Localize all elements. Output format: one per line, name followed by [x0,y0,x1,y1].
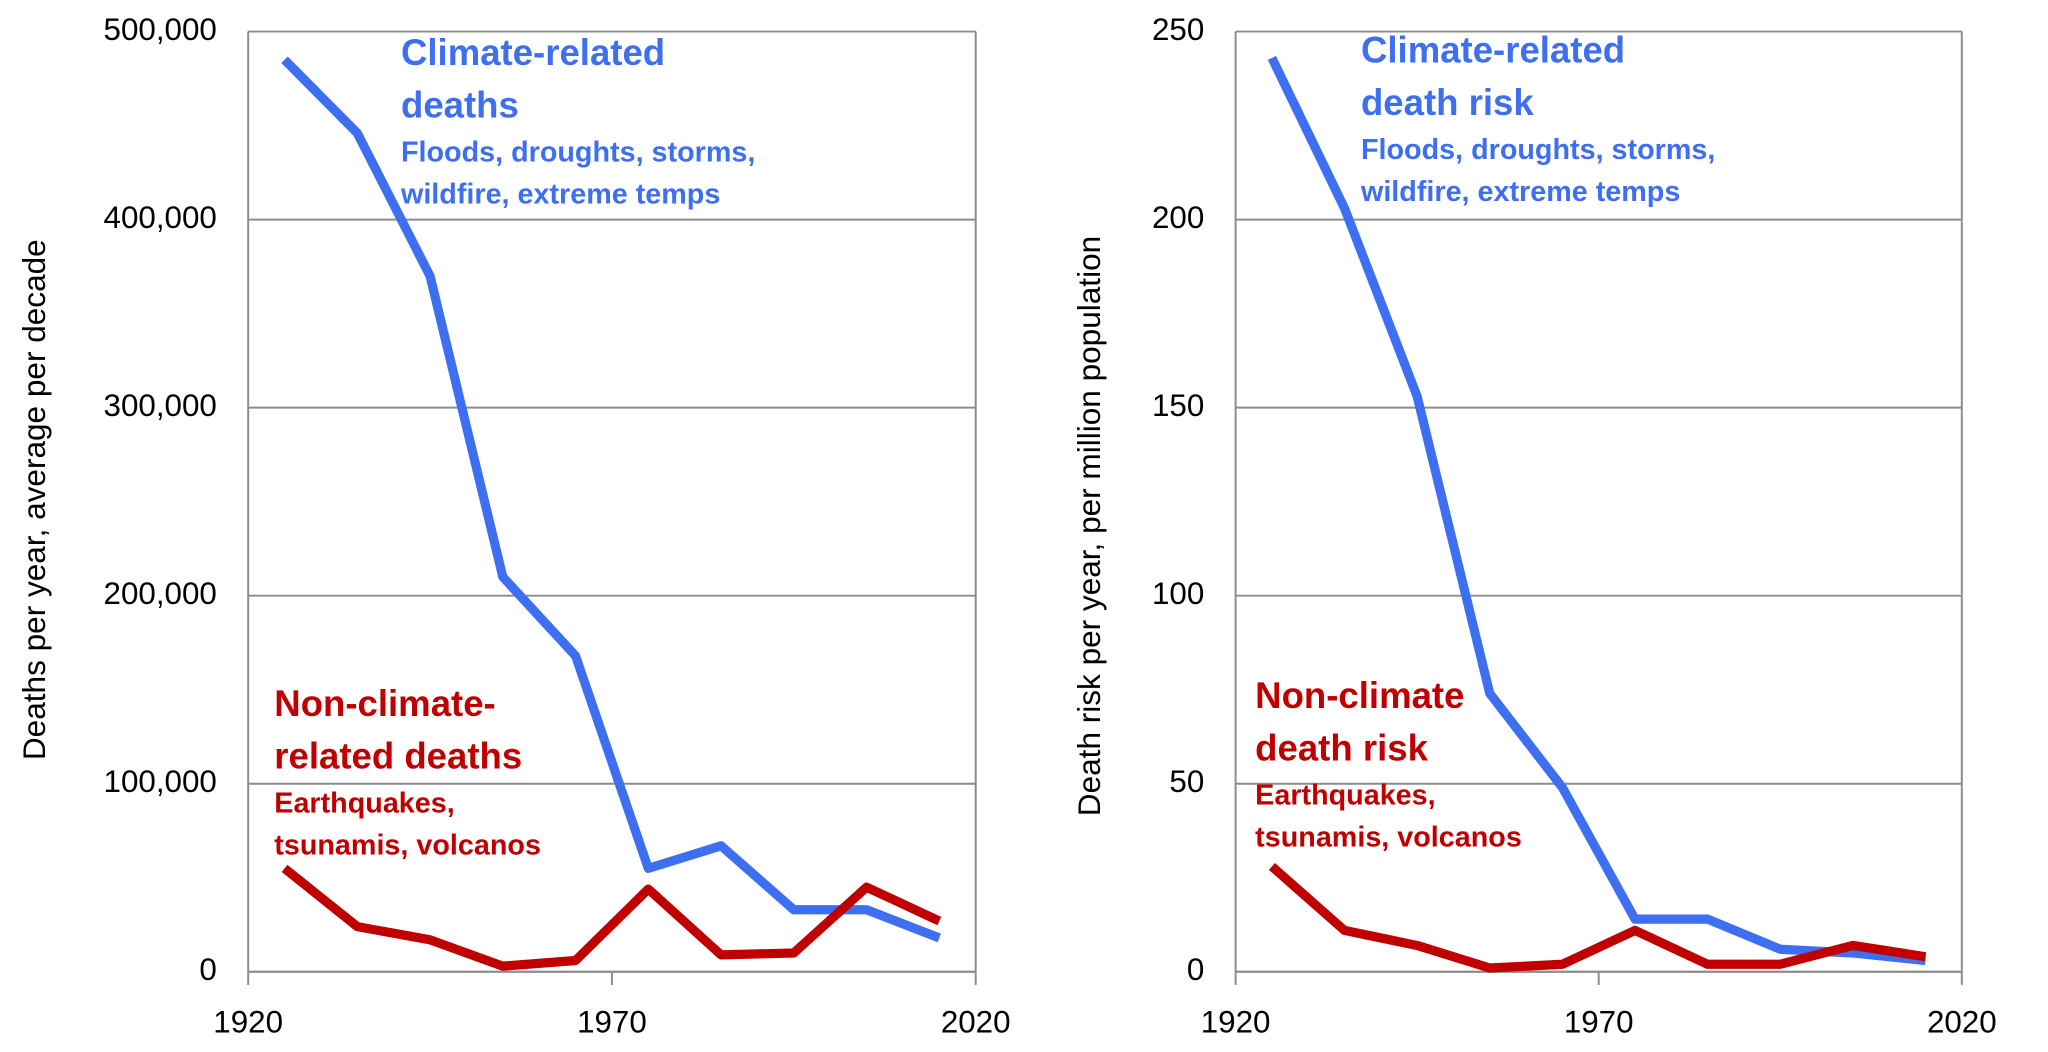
annotation-detail: Earthquakes, [1255,779,1435,811]
annotation-title: death risk [1255,727,1428,768]
x-tick-label: 2020 [941,1005,1011,1040]
x-tick-label: 1970 [577,1005,647,1040]
data-line [1268,863,1927,973]
y-tick-label: 500,000 [104,12,217,47]
x-tick-label: 2020 [1927,1005,1997,1040]
annotation-title: Climate-related [1361,29,1625,70]
annotation-detail: Floods, droughts, storms, [401,136,755,168]
annotation-title: Climate-related [401,32,665,73]
y-tick-label: 0 [199,952,216,987]
y-axis-title: Death risk per year, per million populat… [1072,236,1107,816]
annotation-detail: tsunamis, volcanos [1255,822,1522,854]
annotation-title: deaths [401,84,519,125]
annotation-title: related deaths [274,735,522,776]
y-tick-label: 150 [1152,388,1204,423]
annotation-title: Non-climate [1255,675,1464,716]
x-tick-label: 1970 [1564,1005,1634,1040]
y-tick-label: 100 [1152,576,1204,611]
y-tick-label: 200,000 [104,576,217,611]
y-tick-label: 250 [1152,12,1204,47]
x-tick-label: 1920 [1201,1005,1271,1040]
y-axis-title: Deaths per year, average per decade [17,239,52,760]
y-tick-label: 50 [1169,764,1204,799]
annotation-title: death risk [1361,82,1534,123]
annotation-title: Non-climate- [274,683,495,724]
annotation-detail: Earthquakes, [274,787,454,819]
y-tick-label: 300,000 [104,388,217,423]
y-tick-label: 0 [1187,952,1204,987]
annotation-detail: wildfire, extreme temps [1360,176,1680,208]
y-tick-label: 100,000 [104,764,217,799]
annotation-detail: Floods, droughts, storms, [1361,134,1715,166]
data-line [281,864,942,971]
annotation-detail: tsunamis, volcanos [274,829,541,861]
y-tick-label: 200 [1152,200,1204,235]
data-line [281,56,941,943]
y-tick-label: 400,000 [104,200,217,235]
annotation-detail: wildfire, extreme temps [400,178,720,210]
x-tick-label: 1920 [213,1005,283,1040]
